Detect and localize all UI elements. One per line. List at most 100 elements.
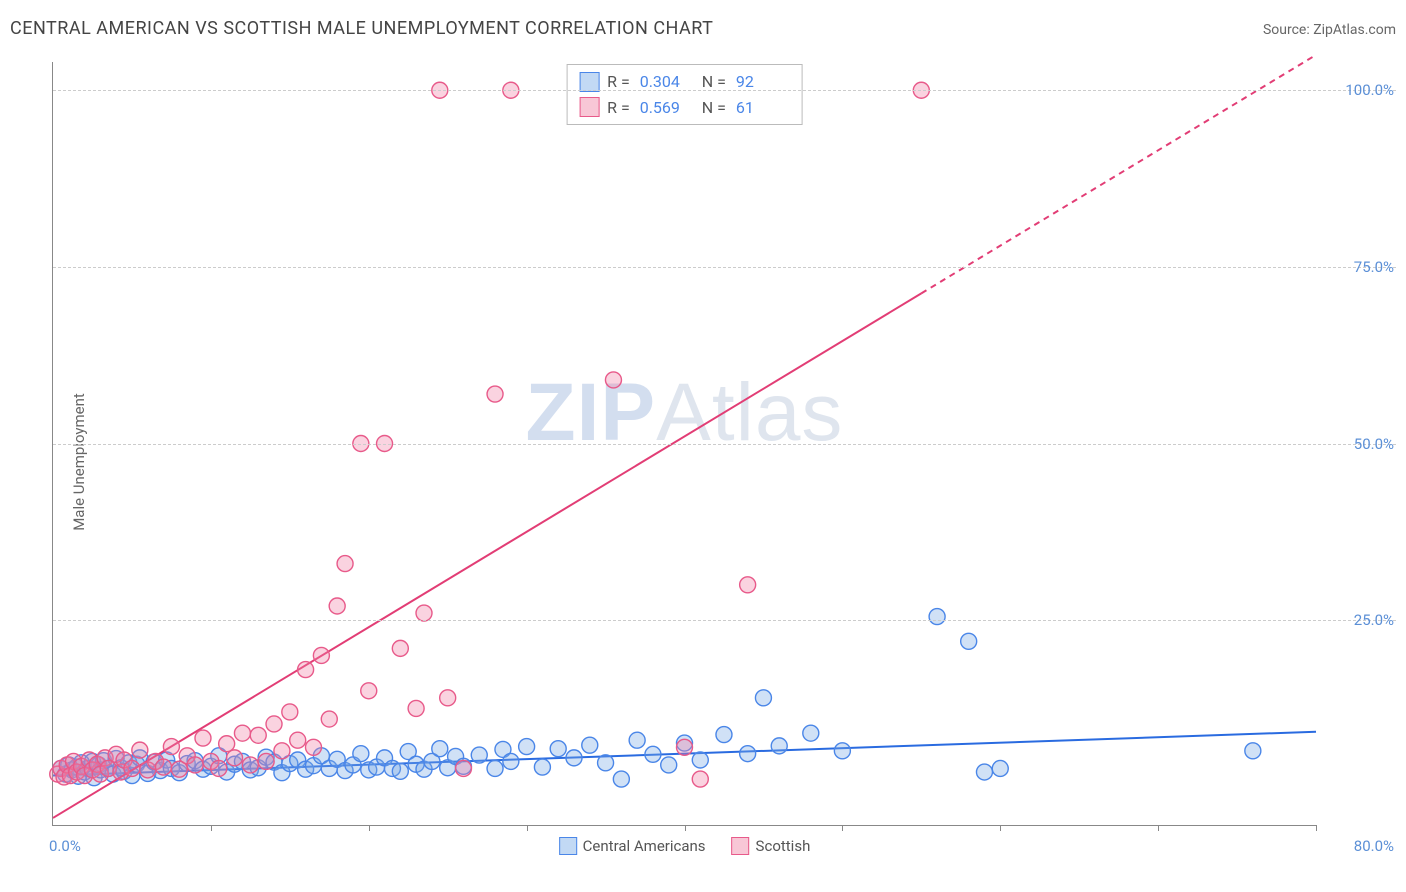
scottish-point bbox=[337, 556, 353, 572]
scottish-point bbox=[408, 700, 424, 716]
central_americans-point bbox=[613, 771, 629, 787]
stats-swatch bbox=[579, 97, 599, 117]
central_americans-point bbox=[503, 753, 519, 769]
central_americans-point bbox=[487, 760, 503, 776]
scottish-point bbox=[156, 759, 172, 775]
stats-swatch bbox=[579, 72, 599, 92]
central_americans-point bbox=[771, 738, 787, 754]
x-tick bbox=[1000, 825, 1001, 831]
central_americans-point bbox=[353, 746, 369, 762]
series-legend: Central Americans Scottish bbox=[559, 837, 811, 855]
central_americans-point bbox=[834, 743, 850, 759]
central_americans-point bbox=[629, 732, 645, 748]
central_americans-point bbox=[1245, 743, 1261, 759]
central_americans-point bbox=[519, 739, 535, 755]
central_americans-point bbox=[471, 747, 487, 763]
legend-swatch bbox=[732, 837, 750, 855]
scottish-point bbox=[258, 753, 274, 769]
scottish-point bbox=[605, 372, 621, 388]
x-tick bbox=[369, 825, 370, 831]
central_americans-point bbox=[803, 725, 819, 741]
chart-container: Male Unemployment ZIPAtlas R =0.304N =92… bbox=[42, 62, 1396, 862]
scottish-point bbox=[692, 771, 708, 787]
scottish-point bbox=[321, 711, 337, 727]
y-tick-label: 50.0% bbox=[1354, 435, 1394, 453]
central_americans-point bbox=[534, 759, 550, 775]
chart-title: CENTRAL AMERICAN VS SCOTTISH MALE UNEMPL… bbox=[10, 18, 713, 39]
x-tick bbox=[842, 825, 843, 831]
scottish-point bbox=[124, 760, 140, 776]
scottish-point bbox=[677, 739, 693, 755]
central_americans-point bbox=[598, 755, 614, 771]
scottish-point bbox=[132, 742, 148, 758]
central_americans-point bbox=[992, 760, 1008, 776]
x-axis-origin-label: 0.0% bbox=[49, 837, 81, 855]
x-tick bbox=[1316, 825, 1317, 831]
scottish-point bbox=[274, 743, 290, 759]
stat-n-value: 61 bbox=[736, 95, 782, 121]
scottish-point bbox=[242, 757, 258, 773]
central_americans-point bbox=[550, 741, 566, 757]
central_americans-point bbox=[645, 746, 661, 762]
central_americans-point bbox=[976, 764, 992, 780]
stat-r-value: 0.569 bbox=[640, 95, 686, 121]
scottish-point bbox=[250, 727, 266, 743]
scottish-point bbox=[440, 690, 456, 706]
plot-area: ZIPAtlas R =0.304N =92R =0.569N =61 0.0%… bbox=[52, 62, 1316, 826]
legend-swatch bbox=[559, 837, 577, 855]
scottish-point bbox=[361, 683, 377, 699]
legend-item: Central Americans bbox=[559, 837, 706, 855]
central_americans-point bbox=[929, 609, 945, 625]
central_americans-point bbox=[582, 737, 598, 753]
scottish-point bbox=[416, 605, 432, 621]
central_americans-point bbox=[432, 741, 448, 757]
y-gridline bbox=[53, 620, 1396, 621]
correlation-stats-box: R =0.304N =92R =0.569N =61 bbox=[566, 64, 803, 125]
scottish-point bbox=[282, 704, 298, 720]
stat-r-label: R = bbox=[607, 95, 630, 121]
y-gridline bbox=[53, 444, 1396, 445]
legend-label: Scottish bbox=[756, 837, 811, 855]
x-tick bbox=[685, 825, 686, 831]
scottish-point bbox=[298, 662, 314, 678]
y-gridline bbox=[53, 267, 1396, 268]
x-tick bbox=[527, 825, 528, 831]
scottish-point bbox=[487, 386, 503, 402]
scottish-point bbox=[290, 732, 306, 748]
scottish-point bbox=[234, 725, 250, 741]
central_americans-point bbox=[661, 757, 677, 773]
y-tick-label: 25.0% bbox=[1354, 611, 1394, 629]
scottish-point bbox=[219, 736, 235, 752]
stat-n-label: N = bbox=[702, 95, 726, 121]
stats-row: R = 0.569 N = 61 bbox=[579, 95, 790, 121]
y-tick-label: 100.0% bbox=[1345, 81, 1394, 99]
scottish-point bbox=[187, 757, 203, 773]
central_americans-point bbox=[392, 763, 408, 779]
scottish-point bbox=[740, 577, 756, 593]
scottish-point bbox=[329, 598, 345, 614]
central_americans-point bbox=[961, 633, 977, 649]
central_americans-point bbox=[716, 727, 732, 743]
y-tick-label: 75.0% bbox=[1354, 258, 1394, 276]
scottish-point bbox=[227, 750, 243, 766]
x-axis-max-label: 80.0% bbox=[1354, 837, 1394, 855]
x-tick bbox=[211, 825, 212, 831]
central_americans-point bbox=[566, 750, 582, 766]
source-attribution: Source: ZipAtlas.com bbox=[1263, 22, 1396, 38]
scottish-point bbox=[163, 739, 179, 755]
scottish-point bbox=[211, 760, 227, 776]
scottish-point bbox=[392, 640, 408, 656]
central_americans-point bbox=[755, 690, 771, 706]
y-gridline bbox=[53, 90, 1396, 91]
scottish-point bbox=[455, 760, 471, 776]
central_americans-point bbox=[692, 752, 708, 768]
scottish-point bbox=[305, 739, 321, 755]
scottish-point bbox=[313, 647, 329, 663]
x-tick bbox=[1158, 825, 1159, 831]
scottish-point bbox=[266, 716, 282, 732]
scottish-trend-line bbox=[53, 293, 921, 818]
legend-label: Central Americans bbox=[583, 837, 706, 855]
central_americans-point bbox=[740, 746, 756, 762]
legend-item: Scottish bbox=[732, 837, 811, 855]
scottish-point bbox=[195, 730, 211, 746]
